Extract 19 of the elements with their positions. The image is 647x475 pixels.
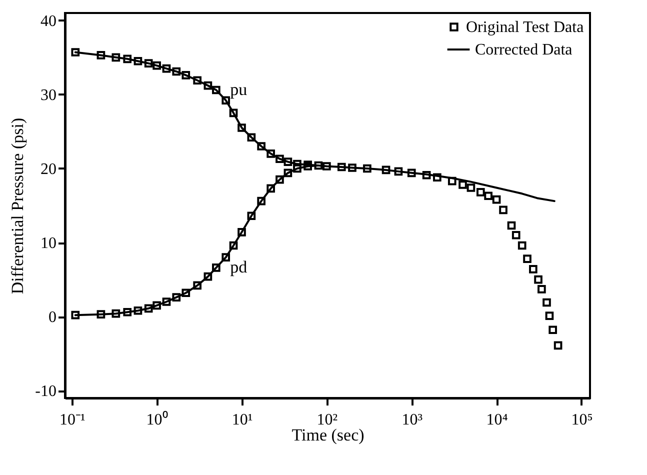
annotation: pd xyxy=(230,258,248,277)
x-tick-label: 10⁵ xyxy=(571,412,593,428)
x-tick-label: 10⁴ xyxy=(486,412,508,428)
x-tick-label: 10³ xyxy=(402,412,423,428)
legend-label: Original Test Data xyxy=(466,19,584,36)
y-tick-label: -10 xyxy=(35,383,56,400)
y-tick-label: 30 xyxy=(40,86,56,104)
y-tick-label: 40 xyxy=(40,12,56,30)
x-tick-label: 10² xyxy=(316,412,338,428)
y-tick-label: 0 xyxy=(48,309,56,326)
x-tick-label: 10¹ xyxy=(232,412,253,428)
annotation: pu xyxy=(230,80,248,99)
y-tick-label: 20 xyxy=(40,160,56,178)
x-axis-title: Time (sec) xyxy=(292,426,364,444)
x-tick-label: 10⁰ xyxy=(146,410,168,428)
y-axis-title: Differential Pressure (psi) xyxy=(8,118,28,294)
y-tick-label: 10 xyxy=(40,235,56,252)
x-tick-label: 10⁻¹ xyxy=(59,412,86,428)
legend-label: Corrected Data xyxy=(475,42,572,58)
